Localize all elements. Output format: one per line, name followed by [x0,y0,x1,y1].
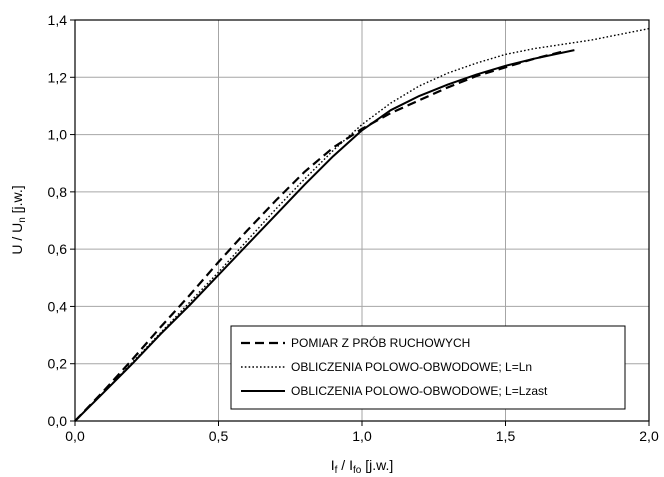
tick-labels: 0,0 0,5 1,0 1,5 2,0 0,0 0,2 0,4 0,6 0,8 1,0 1,2 1,4 [48,12,659,444]
grid [75,20,649,421]
x-tick-label: 1,5 [496,428,516,444]
x-tick-label: 2,0 [639,428,659,444]
y-tick-label: 0,4 [48,298,68,314]
y-axis-label: U / Un [j.w.] [9,185,28,254]
legend-label-1: POMIAR Z PRÓB RUCHOWYCH [291,335,470,350]
y-tick-label: 1,2 [48,69,68,85]
legend: POMIAR Z PRÓB RUCHOWYCH OBLICZENIA POLOWO… [230,325,626,410]
y-tick-label: 0,0 [48,413,68,429]
series-line-1 [74,50,564,422]
y-tick-label: 0,8 [48,184,68,200]
y-tick-label: 0,6 [48,241,68,257]
series-line-2 [74,27,650,422]
legend-label-3: OBLICZENIA POLOWO-OBWODOWE; L=Lzast [291,384,548,398]
y-tick-label: 1,0 [48,127,68,143]
series-line-3 [74,49,575,422]
y-tick-label: 1,4 [48,12,68,28]
x-axis-label: If / Ifo [j.w.] [331,457,393,476]
x-tick-label: 1,0 [352,428,372,444]
x-tick-label: 0,0 [65,428,85,444]
legend-label-2: OBLICZENIA POLOWO-OBWODOWE; L=Ln [291,360,532,374]
y-tick-label: 0,2 [48,356,68,372]
legend-box [230,325,626,410]
x-tick-label: 0,5 [209,428,229,444]
series-group [74,27,650,422]
